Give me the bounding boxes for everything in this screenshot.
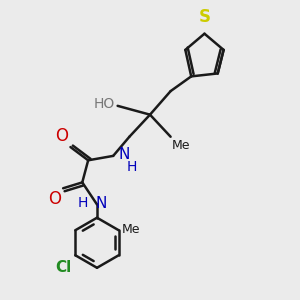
Text: N: N (118, 147, 130, 162)
Text: O: O (48, 190, 61, 208)
Text: HO: HO (93, 98, 115, 111)
Text: O: O (55, 127, 68, 145)
Text: Me: Me (122, 223, 140, 236)
Text: H: H (78, 196, 88, 210)
Text: H: H (126, 160, 137, 174)
Text: Cl: Cl (56, 260, 72, 275)
Text: S: S (199, 8, 211, 26)
Text: N: N (95, 196, 107, 211)
Text: Me: Me (172, 139, 190, 152)
